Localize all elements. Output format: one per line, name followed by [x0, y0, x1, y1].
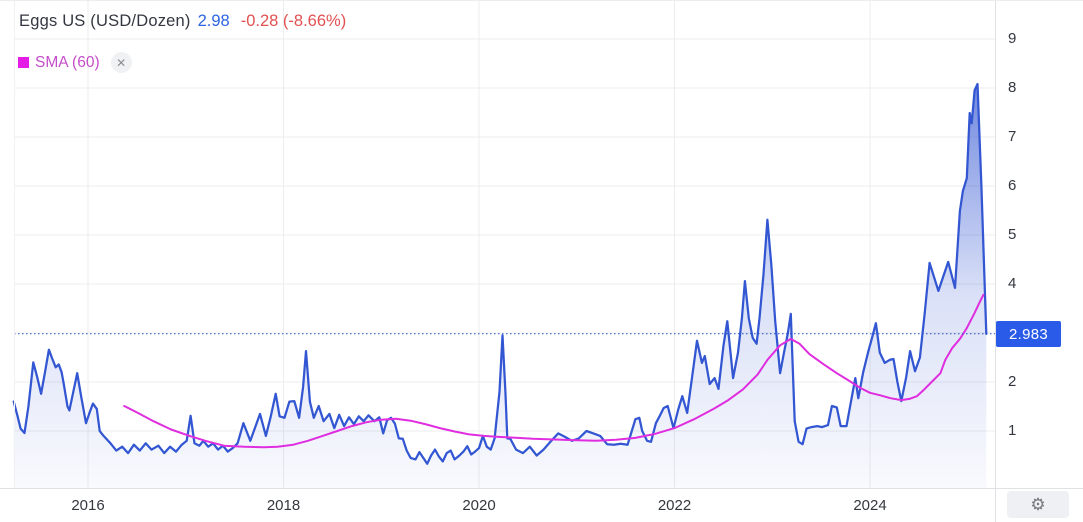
y-axis-label: 8 [1008, 79, 1017, 96]
sma-remove-button[interactable]: ✕ [110, 52, 132, 73]
y-axis-label: 5 [1008, 226, 1017, 243]
symbol-title: Eggs US (USD/Dozen) [19, 12, 191, 30]
y-axis-label: 1 [1008, 422, 1017, 439]
close-icon: ✕ [116, 55, 127, 70]
x-axis-label: 2016 [71, 497, 105, 514]
chart-header: Eggs US (USD/Dozen) 2.98 -0.28 (-8.66%) [19, 12, 346, 31]
last-price-badge: 2.983 [996, 321, 1061, 347]
price-scale[interactable]: 123456789 [995, 1, 1083, 488]
y-axis-label: 6 [1008, 177, 1017, 194]
x-axis-label: 2022 [657, 497, 692, 514]
gear-icon: ⚙ [1030, 494, 1046, 514]
axis-settings-button[interactable]: ⚙ [1007, 491, 1069, 518]
sma-line-series [123, 293, 985, 449]
y-axis-label: 7 [1008, 128, 1017, 145]
y-axis-label: 2 [1008, 373, 1017, 390]
x-axis-label: 2018 [266, 497, 301, 514]
sma-legend-item[interactable]: SMA (60) ✕ [18, 52, 132, 73]
x-axis-label: 2024 [853, 497, 887, 514]
y-axis-label: 9 [1008, 30, 1017, 47]
y-axis-label: 4 [1008, 275, 1017, 292]
sma-color-swatch [18, 57, 29, 68]
last-price-badge-value: 2.983 [1008, 325, 1049, 343]
time-scale[interactable]: 2016 2018 2020 2022 2024 [0, 488, 1083, 522]
price-line-series [12, 82, 988, 465]
sma-legend-label: SMA (60) [35, 53, 100, 71]
price-change-value: -0.28 (-8.66%) [240, 12, 347, 30]
x-axis-label: 2020 [462, 497, 496, 514]
last-price-value: 2.98 [197, 12, 230, 30]
price-area-fill [13, 84, 987, 488]
pane-left-border [14, 1, 15, 488]
